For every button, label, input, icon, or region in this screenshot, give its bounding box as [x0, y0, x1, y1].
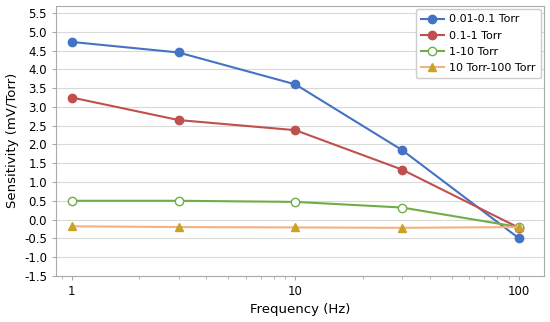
Line: 0.1-1 Torr: 0.1-1 Torr	[68, 93, 523, 232]
X-axis label: Frequency (Hz): Frequency (Hz)	[250, 303, 350, 317]
0.01-0.1 Torr	[175, 51, 182, 54]
Line: 1-10 Torr: 1-10 Torr	[68, 197, 523, 231]
Line: 0.01-0.1 Torr: 0.01-0.1 Torr	[68, 38, 523, 242]
0.1-1 Torr	[175, 118, 182, 122]
0.1-1 Torr	[399, 168, 405, 172]
Y-axis label: Sensitivity (mV/Torr): Sensitivity (mV/Torr)	[6, 73, 19, 208]
10 Torr-100 Torr	[292, 225, 299, 229]
0.01-0.1 Torr	[69, 40, 75, 44]
0.1-1 Torr	[69, 96, 75, 99]
0.1-1 Torr	[516, 226, 522, 230]
Line: 10 Torr-100 Torr: 10 Torr-100 Torr	[68, 222, 523, 232]
1-10 Torr	[69, 199, 75, 203]
10 Torr-100 Torr	[516, 225, 522, 229]
0.01-0.1 Torr	[292, 82, 299, 86]
1-10 Torr	[399, 206, 405, 210]
0.01-0.1 Torr	[516, 236, 522, 240]
Legend: 0.01-0.1 Torr, 0.1-1 Torr, 1-10 Torr, 10 Torr-100 Torr: 0.01-0.1 Torr, 0.1-1 Torr, 1-10 Torr, 10…	[416, 9, 541, 78]
10 Torr-100 Torr	[399, 226, 405, 230]
0.01-0.1 Torr	[399, 148, 405, 152]
10 Torr-100 Torr	[69, 224, 75, 228]
1-10 Torr	[175, 199, 182, 203]
1-10 Torr	[292, 200, 299, 204]
0.1-1 Torr	[292, 128, 299, 132]
1-10 Torr	[516, 225, 522, 229]
10 Torr-100 Torr	[175, 225, 182, 229]
